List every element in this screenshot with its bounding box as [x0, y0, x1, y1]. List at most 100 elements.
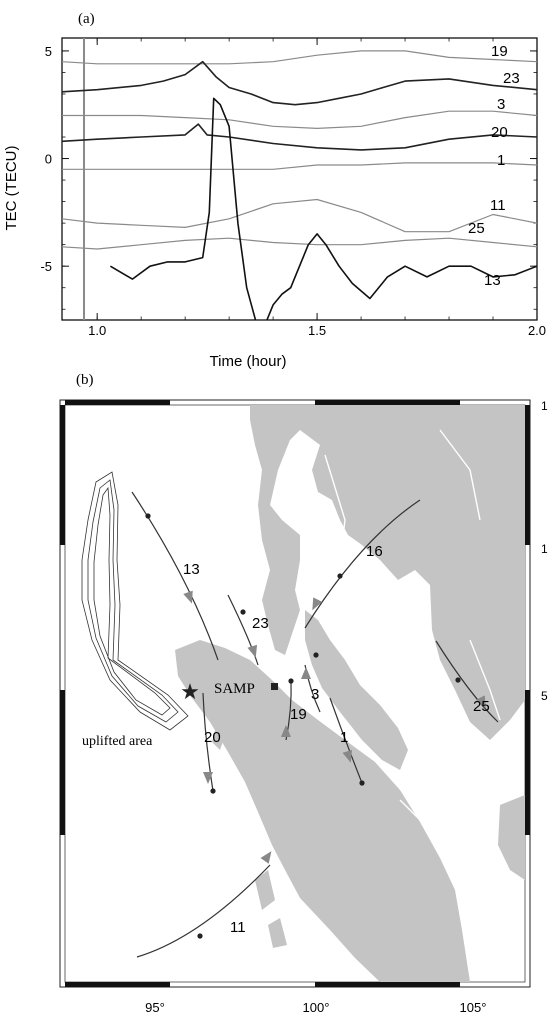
- track-arrow-icon: [342, 749, 353, 763]
- series-label-25: 25: [468, 220, 485, 237]
- track-dot: [337, 573, 343, 579]
- track-line-16: [304, 499, 421, 629]
- x-tick-label: 1.0: [88, 323, 106, 338]
- series-line-23: [62, 60, 537, 106]
- x-axis-label: Time (hour): [210, 353, 287, 370]
- track-11: 11: [136, 851, 272, 958]
- series-label-11: 11: [490, 197, 506, 214]
- track-label-25: 25: [473, 698, 490, 715]
- uplift-contour-inner: [93, 486, 171, 716]
- frame-band-bottom: [65, 982, 170, 987]
- satellite-tracks: 13 16 23 319 1 25 20 11: [131, 491, 499, 958]
- uplift-contour-mid: [87, 479, 179, 723]
- map-frame-ticks: [60, 400, 530, 987]
- y-tick-label: -5: [40, 259, 52, 274]
- track-label-23: 23: [252, 615, 269, 632]
- lat-tick-top: 1: [541, 399, 548, 413]
- track-label-16: 16: [366, 543, 383, 560]
- uplift-contour-outer: [81, 471, 189, 731]
- uplift-contours: [81, 471, 189, 731]
- rivers: [324, 429, 501, 861]
- series-line-3: [62, 110, 537, 129]
- track-label-19: 19: [290, 706, 307, 723]
- frame-band-left: [60, 690, 65, 835]
- track-arrow-icon: [301, 667, 311, 679]
- river-3: [469, 639, 501, 721]
- track-25: 25: [435, 640, 499, 723]
- track-label-13: 13: [183, 561, 200, 578]
- lon-tick-95: 95°: [145, 1000, 165, 1015]
- track-line-25: [435, 640, 499, 723]
- y-tick-label: 0: [45, 152, 52, 167]
- track-dot: [313, 652, 319, 658]
- land-sumatra: [175, 640, 470, 982]
- track-3: 3: [301, 652, 321, 713]
- lon-tick-100: 100°: [303, 1000, 330, 1015]
- track-label-11: 11: [230, 919, 246, 936]
- track-line-1: [329, 697, 363, 784]
- panel-a-label: (a): [78, 11, 95, 27]
- track-arrow-icon: [475, 695, 486, 709]
- uplift-label: uplifted area: [82, 734, 153, 749]
- station-label: SAMP: [214, 681, 255, 697]
- lon-tick-105: 105°: [460, 1000, 487, 1015]
- track-13: 13: [131, 491, 219, 661]
- y-axis-label: TEC (TECU): [3, 146, 20, 231]
- land-masses: [175, 405, 525, 982]
- series-line-25: [62, 237, 537, 250]
- series-label-23: 23: [503, 70, 520, 87]
- track-19: 19: [281, 678, 307, 741]
- track-dot: [240, 609, 246, 615]
- track-line-13: [131, 491, 219, 661]
- series-label-3: 3: [497, 96, 505, 113]
- river-2: [439, 429, 481, 521]
- series-line-13: [109, 97, 537, 320]
- x-tick-label: 1.5: [308, 323, 326, 338]
- track-arrow-icon: [203, 772, 213, 784]
- frame-band-top: [65, 400, 170, 405]
- track-label-1: 1: [340, 729, 348, 746]
- track-dot: [145, 513, 151, 519]
- track-23: 23: [227, 594, 269, 666]
- x-tick-label: 2.0: [528, 323, 546, 338]
- track-dot: [455, 677, 461, 683]
- series-line-1: [62, 162, 537, 170]
- land-cambodia: [430, 585, 525, 740]
- track-arrow-icon: [247, 644, 258, 658]
- panel-b-label: (b): [76, 372, 94, 388]
- series-line-11: [62, 198, 537, 233]
- frame-band-right: [525, 405, 530, 545]
- frame-band-right: [525, 690, 530, 835]
- plot-frame: [61, 37, 538, 321]
- land-islands: [212, 730, 287, 948]
- track-16: 16: [304, 499, 421, 629]
- track-arrow-icon: [260, 851, 272, 864]
- track-line-20: [202, 692, 214, 792]
- track-dot: [359, 780, 365, 786]
- land-borneo-edge: [498, 795, 525, 880]
- series-label-20: 20: [491, 124, 508, 141]
- land-malay-peninsula: [305, 610, 408, 770]
- track-line-23: [227, 594, 259, 666]
- series-line-19: [62, 50, 537, 65]
- y-tick-label: 5: [45, 44, 52, 59]
- track-arrow-icon: [312, 597, 323, 611]
- track-label-20: 20: [204, 729, 221, 746]
- frame-band-top: [315, 400, 460, 405]
- track-20: 20: [202, 692, 221, 794]
- track-dot: [288, 678, 294, 684]
- series-label-1: 1: [497, 152, 505, 169]
- track-dot: [210, 788, 216, 794]
- frame-band-bottom: [315, 982, 460, 987]
- station-marker: [271, 683, 278, 690]
- track-1: 1: [329, 697, 365, 786]
- track-arrow-icon: [183, 590, 193, 604]
- series-label-13: 13: [484, 272, 501, 289]
- map-panel: (b): [59, 372, 548, 1015]
- track-arrow-icon: [281, 725, 291, 737]
- lat-tick-middle: 5: [541, 689, 548, 703]
- series-label-19: 19: [491, 43, 508, 60]
- track-label-3: 3: [311, 686, 319, 703]
- river-4: [399, 799, 451, 861]
